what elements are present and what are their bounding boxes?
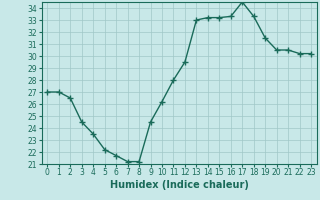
X-axis label: Humidex (Indice chaleur): Humidex (Indice chaleur) xyxy=(110,180,249,190)
